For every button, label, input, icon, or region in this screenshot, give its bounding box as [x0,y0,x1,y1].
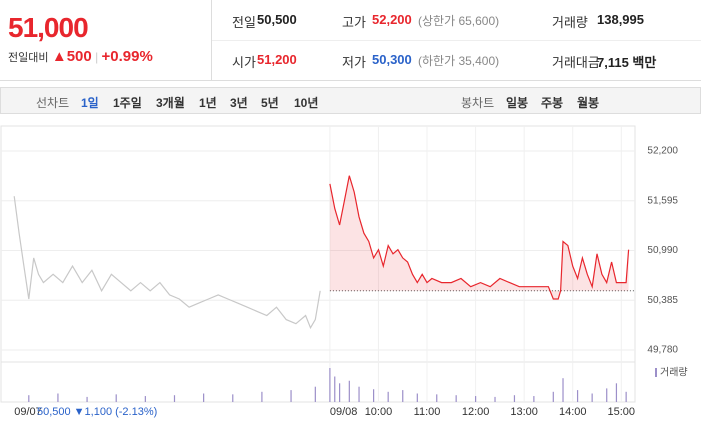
volume-bar [373,389,375,402]
tab-label: 봉차트 [461,96,495,110]
info-row: 전일 50,500 고가 52,200 (상한가 65,600) 거래량 138,995 [212,0,701,41]
info-label: 거래량 [552,15,588,30]
x-tick-label: 14:00 [559,406,587,418]
info-value: 52,200 [372,12,412,27]
footer-rate: (-2.13%) [115,406,157,418]
volume-bar [387,391,389,402]
volume-bar [329,368,331,402]
info-label: 거래대금 [552,55,600,70]
info-value: 50,300 [372,52,412,67]
price-line [13,196,321,330]
tab-bar: 선차트 1일 1주일 3개월 1년 3년 5년 10년 봉차트 일봉 주봉 월봉 [0,87,701,114]
volume-bar [591,393,593,402]
x-tick-label: 13:00 [510,406,538,418]
volume-bar [28,395,30,402]
x-tick-label: 10:00 [365,406,393,418]
volume-legend-swatch [655,368,657,377]
volume-bar [615,383,618,402]
volume-legend: 거래량 [660,367,688,379]
info-row: 시가 51,200 저가 50,300 (하한가 35,400) 거래대금 7,115 백만 [212,40,701,80]
price: 51,000 [8,12,89,43]
info-label: 고가 [342,15,366,30]
x-tick-label: 12:00 [462,406,490,418]
info-label: 전일 [232,15,256,30]
volume-bar [416,393,418,402]
volume-bar [436,394,438,402]
volume-bar [232,394,234,402]
volume-bar [290,390,292,402]
volume-bar [533,396,535,402]
info-value: 51,200 [257,52,297,67]
footer-info: 50,500 ▼1,100 (-2.13%) [37,406,157,418]
tab[interactable]: 1일 [81,96,99,110]
info-note: (하한가 35,400) [418,54,500,68]
volume-bar [203,393,205,402]
volume-bar [402,390,404,402]
info-value: 7,115 백만 [597,55,657,70]
change-label: 전일대비 [8,52,49,64]
volume-bar [115,394,117,402]
volume-bar [494,396,496,402]
y-tick-label: 51,595 [647,195,678,206]
tab[interactable]: 1주일 [113,96,142,110]
volume-bar [513,395,516,402]
volume-bar [57,393,59,402]
down-arrow: ▼ [74,406,85,418]
volume-bar [358,386,360,402]
change-num: 500 [66,48,92,65]
y-tick-label: 50,990 [647,245,678,256]
tab[interactable]: 3개월 [156,96,185,110]
volume-bar [334,376,336,402]
volume-bar [625,391,627,402]
x-tick-label: 09/07 [14,406,42,418]
volume-bar [348,380,350,402]
volume-bar [576,390,579,402]
volume-bar [173,395,176,402]
price-line [329,175,630,300]
tab[interactable]: 1년 [199,96,217,110]
change: 전일대비 ▲500 | +0.99% [8,48,153,65]
volume-bar [455,395,457,402]
info-value: 50,500 [257,12,297,27]
x-tick-label: 09/08 [330,406,358,418]
area-fill [329,175,629,299]
volume-bar [314,386,316,402]
header: 51,000 전일대비 ▲500 | +0.99% 전일 50,500 고가 52,2… [0,0,701,81]
tab[interactable]: 3년 [230,96,248,110]
change-value: ▲500 [51,48,92,65]
y-tick-label: 52,200 [647,146,678,157]
tab[interactable]: 5년 [261,96,279,110]
tab[interactable]: 월봉 [577,96,600,110]
tab[interactable]: 주봉 [541,96,564,110]
tab[interactable]: 일봉 [506,96,529,110]
footer-price: 50,500 [37,406,71,418]
volume-bar [144,396,146,402]
volume-bar [552,391,554,402]
tab[interactable]: 10년 [294,96,319,110]
volume-bar [339,383,341,402]
info-label: 시가 [232,55,256,70]
y-tick-label: 50,385 [647,295,678,306]
price-box: 51,000 전일대비 ▲500 | +0.99% [0,0,212,80]
x-tick-label: 15:00 [608,406,636,418]
volume-bar [261,391,263,402]
info-note: (상한가 65,600) [418,14,500,28]
info-label: 저가 [342,55,366,70]
plot-frame [0,125,636,403]
tab-label: 선차트 [36,96,70,110]
volume-bar [606,388,608,402]
volume-bar [86,396,88,402]
x-tick-label: 11:00 [414,406,441,418]
y-tick-label: 49,780 [647,345,678,356]
info-value: 138,995 [597,12,644,27]
change-rate: +0.99% [101,48,153,65]
footer-change: 1,100 [85,406,113,418]
volume-bar [562,378,564,402]
volume-bar [474,396,477,402]
